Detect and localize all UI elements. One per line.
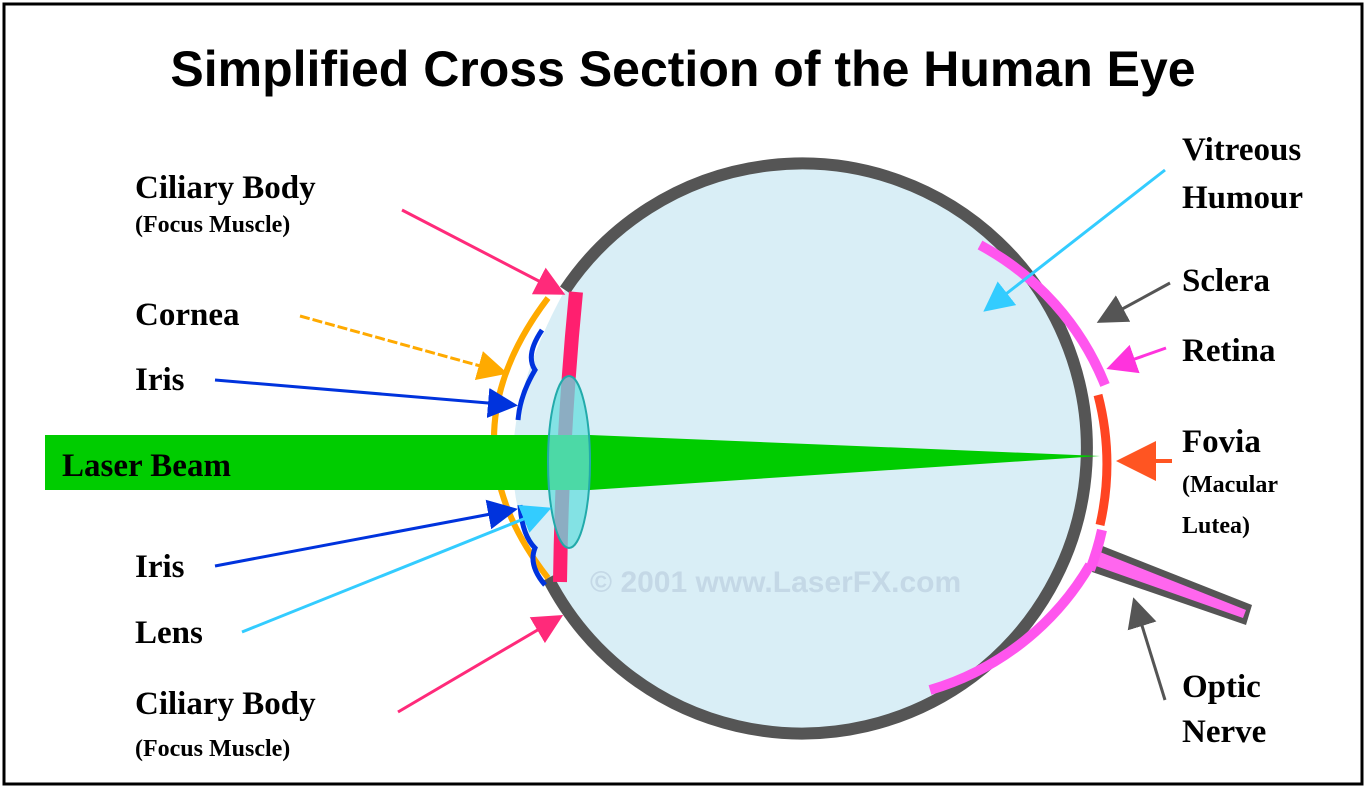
- label: Optic: [1182, 669, 1261, 705]
- label: Iris: [135, 549, 185, 585]
- label: Nerve: [1182, 714, 1266, 750]
- label-sub: (Focus Muscle): [135, 736, 290, 762]
- label: Laser Beam: [62, 448, 231, 484]
- title: Simplified Cross Section of the Human Ey…: [170, 41, 1195, 97]
- label: Ciliary Body: [135, 170, 316, 206]
- label: Ciliary Body: [135, 686, 316, 722]
- label: Iris: [135, 362, 185, 398]
- diagram: Simplified Cross Section of the Human Ey…: [0, 0, 1367, 789]
- label: Retina: [1182, 333, 1276, 369]
- label: Cornea: [135, 297, 239, 333]
- label-sub: (Focus Muscle): [135, 212, 290, 238]
- watermark: © 2001 www.LaserFX.com: [590, 566, 961, 599]
- label: Humour: [1182, 180, 1303, 216]
- label-sub: (Macular: [1182, 472, 1278, 498]
- label-sub: Lutea): [1182, 513, 1250, 539]
- label: Lens: [135, 615, 203, 651]
- label: Vitreous: [1182, 132, 1301, 168]
- label: Sclera: [1182, 263, 1270, 299]
- label: Fovia: [1182, 424, 1261, 460]
- lens: [548, 376, 590, 548]
